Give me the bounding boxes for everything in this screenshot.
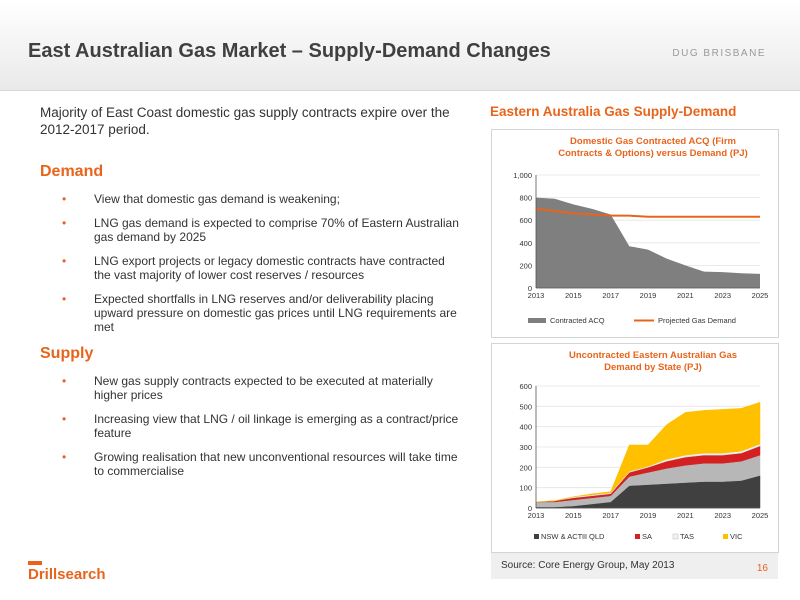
- chart2-legend-label: QLD: [589, 532, 605, 541]
- chart-panel-contracted: Domestic Gas Contracted ACQ (Firm Contrac…: [491, 129, 779, 338]
- demand-bullet-text: LNG gas demand is expected to comprise 7…: [94, 216, 459, 244]
- chart2-y-tick: 200: [519, 463, 532, 472]
- chart1-legend-swatch-acq: [528, 318, 546, 323]
- page-number: 16: [756, 563, 768, 574]
- chart1-x-tick: 2023: [714, 291, 731, 300]
- chart2-x-tick: 2023: [714, 511, 731, 520]
- left-column: Majority of East Coast domestic gas supp…: [40, 104, 480, 138]
- chart2-legend-label: TAS: [680, 532, 694, 541]
- chart2-legend-label: SA: [642, 532, 652, 541]
- chart-contracted-vs-demand: Domestic Gas Contracted ACQ (FirmContrac…: [513, 136, 769, 325]
- drillsearch-logo: Drillsearch: [28, 561, 106, 583]
- source-bar: [491, 553, 778, 579]
- chart2-title-line: Uncontracted Eastern Australian Gas: [569, 350, 737, 361]
- supply-heading: Supply: [40, 345, 94, 362]
- chart1-title-line: Domestic Gas Contracted ACQ (Firm: [570, 136, 736, 147]
- chart-uncontracted-by-state: Uncontracted Eastern Australian GasDeman…: [519, 350, 769, 541]
- chart1-legend-label-acq: Contracted ACQ: [550, 316, 605, 325]
- chart1-x-tick: 2017: [602, 291, 619, 300]
- chart2-x-tick: 2021: [677, 511, 694, 520]
- supply-bullet-2: • Increasing view that LNG / oil linkage …: [62, 412, 462, 440]
- chart2-title-line: Demand by State (PJ): [604, 362, 702, 373]
- demand-bullet-text: LNG export projects or legacy domestic c…: [94, 254, 445, 282]
- logo-text: Drillsearch: [28, 566, 106, 583]
- demand-heading: Demand: [40, 163, 104, 180]
- supply-bullet-3: • Growing realisation that new unconventi…: [62, 450, 462, 478]
- chart2-x-tick: 2019: [640, 511, 657, 520]
- chart1-y-tick: 1,000: [513, 171, 532, 180]
- page-title: East Australian Gas Market – Supply-Dema…: [28, 40, 551, 62]
- chart2-x-tick: 2015: [565, 511, 582, 520]
- bullet-icon: •: [62, 254, 67, 268]
- supply-bullet-1: • New gas supply contracts expected to be…: [62, 374, 462, 402]
- chart1-x-tick: 2013: [528, 291, 545, 300]
- bullet-icon: •: [62, 192, 67, 206]
- chart2-legend-swatch: [635, 534, 640, 539]
- demand-bullet-2: • LNG gas demand is expected to comprise …: [62, 216, 462, 244]
- bullet-icon: •: [62, 216, 67, 230]
- source-note: Source: Core Energy Group, May 2013: [501, 560, 675, 571]
- chart2-x-tick: 2013: [528, 511, 545, 520]
- chart1-title-line: Contracts & Options) versus Demand (PJ): [558, 148, 748, 159]
- bullet-icon: •: [62, 374, 67, 388]
- chart2-legend-swatch: [534, 534, 539, 539]
- bullet-icon: •: [62, 450, 67, 464]
- demand-bullet-4: • Expected shortfalls in LNG reserves and…: [62, 292, 462, 334]
- chart1-line-projected-demand: [535, 207, 760, 218]
- chart1-x-tick: 2019: [640, 291, 657, 300]
- chart2-legend-swatch: [672, 533, 679, 540]
- chart1-y-tick: 400: [519, 239, 532, 248]
- bullet-icon: •: [62, 412, 67, 426]
- chart2-legend-swatch: [723, 534, 728, 539]
- chart1-y-tick: 800: [519, 194, 532, 203]
- intro-text: Majority of East Coast domestic gas supp…: [40, 105, 450, 137]
- bullet-icon: •: [62, 292, 67, 306]
- chart1-x-tick: 2025: [752, 291, 769, 300]
- supply-bullet-text: Increasing view that LNG / oil linkage i…: [94, 412, 459, 440]
- chart1-area-contracted-acq: [536, 197, 760, 288]
- chart-panel-uncontracted: Uncontracted Eastern Australian Gas Deman…: [491, 343, 779, 553]
- chart2-x-tick: 2025: [752, 511, 769, 520]
- demand-bullet-3: • LNG export projects or legacy domestic …: [62, 254, 462, 282]
- chart2-y-tick: 100: [519, 484, 532, 493]
- slide-header: East Australian Gas Market – Supply-Dema…: [0, 0, 800, 91]
- supply-bullet-list: • New gas supply contracts expected to be…: [62, 374, 462, 488]
- chart1-y-tick: 200: [519, 261, 532, 270]
- chart2-y-tick: 600: [519, 382, 532, 391]
- right-title: Eastern Australia Gas Supply-Demand: [490, 104, 737, 119]
- chart2-y-tick: 0: [528, 504, 532, 513]
- supply-bullet-text: New gas supply contracts expected to be …: [94, 374, 433, 402]
- demand-bullet-text: View that domestic gas demand is weakeni…: [94, 192, 340, 206]
- supply-bullet-text: Growing realisation that new unconventio…: [94, 450, 458, 478]
- chart1-legend-label-demand: Projected Gas Demand: [658, 316, 736, 325]
- chart2-legend-label: NSW & ACT: [541, 532, 583, 541]
- chart1-y-tick: 600: [519, 216, 532, 225]
- chart2-x-tick: 2017: [602, 511, 619, 520]
- chart2-y-tick: 300: [519, 443, 532, 452]
- chart1-x-tick: 2015: [565, 291, 582, 300]
- chart1-x-tick: 2021: [677, 291, 694, 300]
- demand-bullet-text: Expected shortfalls in LNG reserves and/…: [94, 292, 457, 334]
- event-tag: DUG BRISBANE: [672, 48, 766, 59]
- chart2-legend-label: VIC: [730, 532, 743, 541]
- chart2-area-vic: [535, 401, 761, 503]
- demand-bullet-1: • View that domestic gas demand is weaken…: [62, 192, 462, 206]
- demand-bullet-list: • View that domestic gas demand is weaken…: [62, 192, 462, 344]
- chart1-y-tick: 0: [528, 284, 532, 293]
- chart2-legend-swatch: [582, 534, 587, 539]
- chart2-y-tick: 500: [519, 402, 532, 411]
- chart2-y-tick: 400: [519, 423, 532, 432]
